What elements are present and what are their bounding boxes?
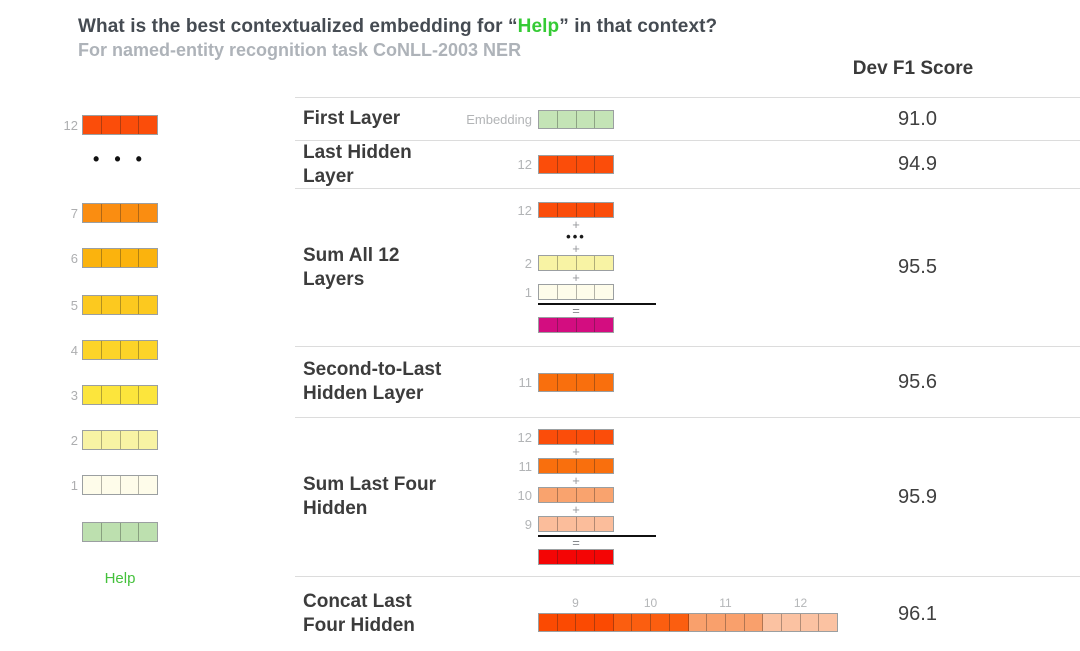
plus-sign: + [572,473,580,488]
vector-label: 12 [517,202,532,218]
row-viz: 11 [455,372,855,392]
layer-5-row: 5 [56,295,158,315]
row-label: First Layer [303,108,401,130]
layer-1-vector [82,475,158,495]
plus-sign: + [572,270,580,285]
layer-12-label: 12 [63,117,78,133]
layer-2-vector [82,430,158,450]
score-value: 95.6 [898,370,937,393]
concat-label-11: 11 [719,596,732,610]
first-layer-vector [538,109,614,129]
layer-1-label: 1 [70,477,78,493]
table-row-second-to-last: Second-to-Last Hidden Layer 11 95.6 [295,346,1080,417]
plus-sign: + [572,502,580,517]
layer-4-row: 4 [56,340,158,360]
layer-6-label: 6 [70,250,78,266]
equals-sign: = [572,303,580,318]
sum-rule-line [538,535,656,537]
sum4-layer10-vector [538,487,614,503]
layer-2-label: 2 [70,432,78,448]
row-viz: 12 + 11 + 10 + 9 = [455,429,855,565]
sum12-layer1-vector [538,284,614,300]
concat-vector [538,613,838,632]
table-row-sum-last-four: Sum Last Four Hidden 12 + 11 + 10 + [295,417,1080,576]
table-row-first-layer: First Layer Embedding 91.0 [295,97,1080,140]
embedding-vector [82,522,158,542]
row-label: Second-to-Last Hidden Layer [303,359,442,404]
row-viz: 12 + ••• + 2 + 1 = [455,202,855,333]
second-to-last-vector [538,372,614,392]
table-row-concat-last-four: Concat Last Four Hidden 9 10 11 12 96.1 [295,576,1080,651]
layer-6-row: 6 [56,248,158,268]
concat-label-12: 12 [793,596,808,610]
score-value: 91.0 [898,107,937,130]
layer-12-row: 12 [56,115,158,135]
plus-sign: + [572,444,580,459]
sum4-layer12-vector [538,429,614,445]
sum-rule-line [538,303,656,305]
layer-5-label: 5 [70,297,78,313]
sum12-layer12-vector [538,202,614,218]
score-value: 94.9 [898,153,937,175]
layer-3-vector [82,385,158,405]
layer-1-row: 1 [56,475,158,495]
sum12-result-vector [538,317,614,333]
row-viz: 9 10 11 12 [455,596,855,632]
layer-7-row: 7 [56,203,158,223]
layer-12-vector [82,115,158,135]
vector-label: 12 [517,157,532,172]
score-value: 96.1 [898,602,937,625]
layer-stack-ellipsis: • • • [93,149,147,169]
vector-label: 2 [524,255,532,271]
vector-label: 12 [517,429,532,445]
title-highlight-word: Help [517,16,560,37]
page-subtitle: For named-entity recognition task CoNLL-… [78,40,522,60]
equals-sign: = [572,535,580,550]
row-viz: 12 [455,155,855,174]
score-value: 95.9 [898,485,937,508]
vector-label: 11 [518,458,533,474]
token-word: Help [104,570,136,587]
table-row-sum-all-12: Sum All 12 Layers 12 + ••• + 2 + 1 [295,188,1080,346]
row-label: Sum All 12 Layers [303,244,400,290]
row-viz: Embedding [455,109,855,129]
layer-3-row: 3 [56,385,158,405]
layer-4-label: 4 [70,342,78,358]
row-label: Concat Last Four Hidden [303,591,415,636]
table-row-last-hidden: Last Hidden Layer 12 94.9 [295,140,1080,188]
page-title: What is the best contextualized embeddin… [78,16,717,38]
vector-label: 11 [518,374,533,390]
title-prefix: What is the best contextualized embeddin… [78,16,518,37]
layer-6-vector [82,248,158,268]
score-value: 95.5 [898,256,937,278]
row-label: Last Hidden Layer [303,141,412,187]
last-hidden-vector [538,155,614,174]
plus-sign: + [572,241,580,256]
strategies-table: First Layer Embedding 91.0 Last Hidden L… [295,97,1080,651]
vector-label: 1 [524,284,532,300]
concat-label-9: 9 [572,596,579,610]
sum4-layer11-vector [538,458,614,474]
layer-3-label: 3 [70,387,78,403]
sum12-layer2-vector [538,255,614,271]
sum4-layer9-vector [538,516,614,532]
row-label: Sum Last Four Hidden [303,474,437,519]
concat-group-labels: 9 10 11 12 [538,596,838,610]
concat-label-10: 10 [643,596,658,610]
vector-label: Embedding [466,111,532,127]
title-suffix: ” in that context? [559,16,718,37]
sum4-result-vector [538,549,614,565]
layer-2-row: 2 [56,430,158,450]
layer-7-label: 7 [70,205,78,221]
layer-7-vector [82,203,158,223]
plus-sign: + [572,217,580,232]
dev-f1-score-header: Dev F1 Score [852,58,974,79]
sum-ellipsis: ••• [566,229,586,244]
vector-label: 10 [517,487,532,503]
vector-label: 9 [524,516,532,532]
layer-5-vector [82,295,158,315]
embedding-row [56,522,158,542]
layer-4-vector [82,340,158,360]
